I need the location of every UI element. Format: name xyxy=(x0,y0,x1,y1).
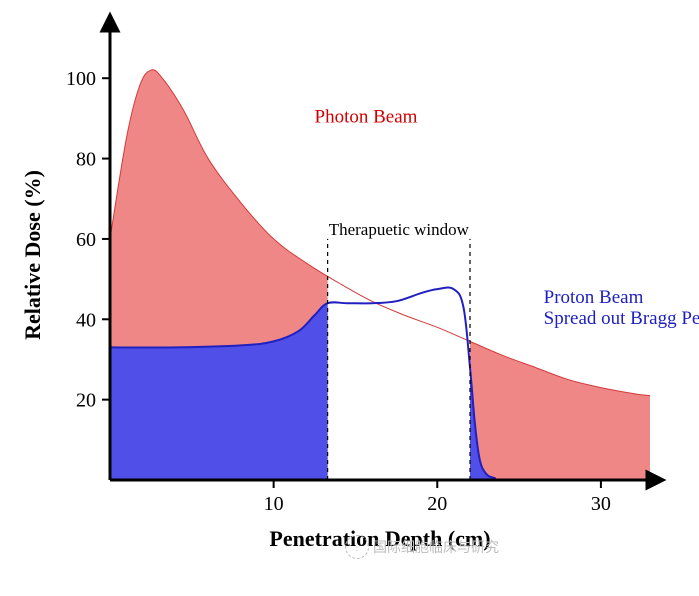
y-tick-label: 40 xyxy=(76,309,96,331)
watermark-text: 国际细胞临床与研究 xyxy=(373,537,499,557)
chart-container: Therapuetic window10203020406080100Penet… xyxy=(0,0,699,596)
photon-label: Photon Beam xyxy=(315,106,418,127)
watermark: ⋮ 国际细胞临床与研究 xyxy=(345,535,499,559)
x-tick-label: 20 xyxy=(427,493,447,515)
y-tick-label: 100 xyxy=(66,68,96,90)
therapeutic-window-label: Therapuetic window xyxy=(329,220,470,239)
watermark-icon: ⋮ xyxy=(345,535,369,559)
y-axis-label: Relative Dose (%) xyxy=(20,170,45,340)
chart-svg: Therapuetic window10203020406080100Penet… xyxy=(0,0,699,596)
y-tick-label: 20 xyxy=(76,390,96,412)
y-tick-label: 60 xyxy=(76,229,96,251)
x-tick-label: 30 xyxy=(591,493,611,515)
proton-label: Proton BeamSpread out Bragg Peak xyxy=(544,287,699,329)
x-tick-label: 10 xyxy=(264,493,284,515)
y-tick-label: 80 xyxy=(76,149,96,171)
